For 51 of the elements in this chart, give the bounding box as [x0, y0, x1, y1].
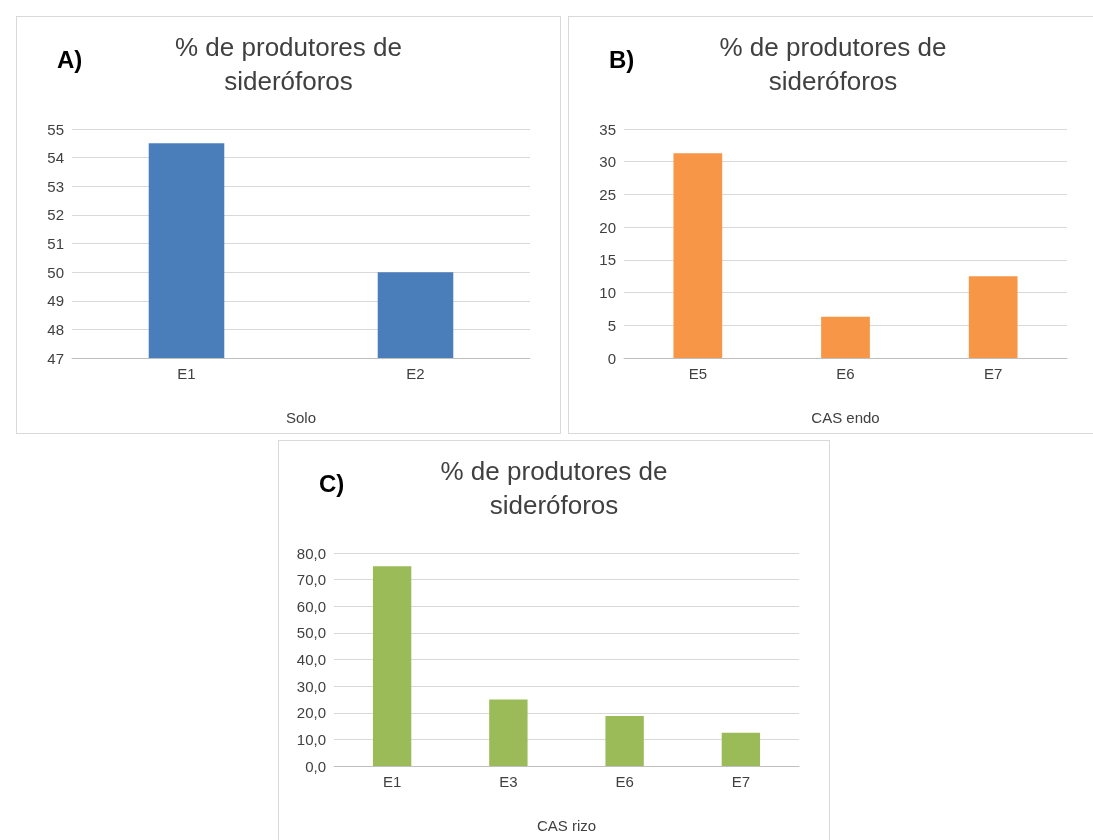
- y-tick-label: 49: [47, 292, 64, 310]
- y-tick-label: 70,0: [296, 571, 326, 589]
- y-tick-label: 40,0: [296, 651, 326, 668]
- bar: [605, 715, 644, 766]
- bar: [489, 699, 528, 766]
- y-tick-label: 50: [47, 263, 64, 281]
- x-tick-label: E7: [731, 773, 751, 790]
- y-tick-label: 10,0: [296, 730, 326, 748]
- y-tick-label: 30,0: [296, 677, 326, 695]
- x-tick-label: E6: [615, 773, 634, 790]
- text: B): [609, 45, 635, 73]
- y-tick-label: 0,0: [305, 757, 326, 775]
- y-tick-label: 53: [47, 177, 64, 195]
- chart-title: % de produtores de sideróforos: [440, 456, 668, 520]
- y-tick-label: 51: [47, 235, 64, 252]
- x-tick-label: E1: [177, 365, 196, 382]
- x-tick-label: E3: [499, 773, 518, 790]
- y-tick-label: 48: [47, 320, 64, 338]
- y-tick-label: 5: [607, 316, 616, 334]
- y-tick-label: 55: [47, 120, 64, 138]
- x-tick-label: E1: [382, 773, 402, 790]
- y-tick-label: 50,0: [296, 624, 326, 642]
- chart-title: % de produtores de sideróforos: [719, 32, 947, 96]
- x-axis-title: Solo: [285, 409, 317, 426]
- x-axis-title: CAS rizo: [536, 817, 597, 834]
- y-tick-label: 25: [599, 185, 616, 203]
- text: C): [319, 469, 345, 497]
- y-tick-label: 10: [599, 284, 616, 302]
- bar: [673, 153, 723, 358]
- bar: [721, 732, 761, 766]
- y-tick-label: 47: [47, 349, 64, 367]
- bar: [968, 276, 1018, 358]
- y-tick-label: 30: [599, 153, 616, 171]
- y-tick-label: 54: [47, 149, 64, 167]
- y-tick-label: 60,0: [296, 597, 326, 615]
- y-tick-label: 20: [599, 218, 616, 236]
- y-tick-label: 80,0: [296, 544, 326, 562]
- x-tick-label: E2: [406, 365, 425, 382]
- x-tick-label: E5: [688, 365, 708, 382]
- chart-title: % de produtores de sideróforos: [175, 32, 402, 96]
- x-tick-label: E7: [983, 365, 1003, 382]
- bar: [372, 566, 412, 766]
- y-tick-label: 15: [599, 251, 616, 269]
- x-tick-label: E6: [836, 365, 855, 382]
- y-tick-label: 35: [599, 120, 616, 138]
- text: A): [57, 45, 83, 73]
- y-tick-label: 0: [607, 349, 616, 367]
- y-tick-label: 52: [47, 206, 64, 224]
- y-tick-label: 20,0: [296, 704, 326, 722]
- bar: [821, 316, 870, 358]
- x-axis-title: CAS endo: [811, 409, 880, 426]
